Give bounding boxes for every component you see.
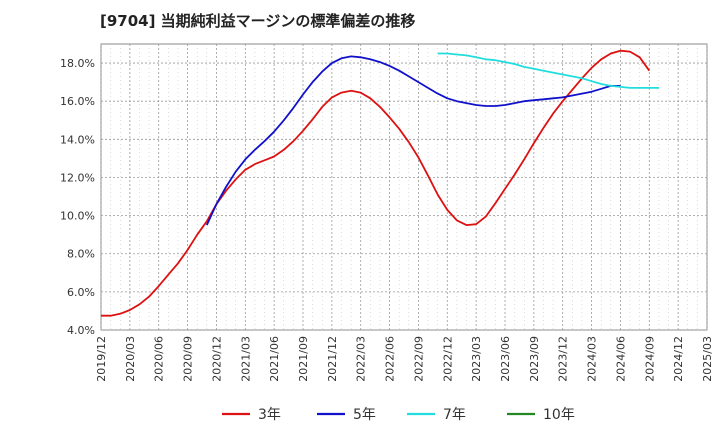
x-tick-label: 2022/09 — [412, 336, 425, 382]
x-tick-label: 2020/12 — [210, 336, 223, 382]
x-tick-label: 2024/12 — [672, 336, 685, 382]
x-tick-label: 2024/06 — [614, 336, 627, 382]
legend-label-3年: 3年 — [258, 407, 281, 423]
y-tick-label: 16.0% — [60, 95, 95, 108]
x-tick-label: 2023/09 — [528, 336, 541, 382]
chart-title: [9704] 当期純利益マージンの標準偏差の推移 — [100, 12, 415, 30]
plot-area — [100, 43, 708, 331]
x-tick-label: 2020/09 — [182, 336, 195, 382]
y-tick-label: 12.0% — [60, 171, 95, 184]
x-tick-label: 2023/06 — [499, 336, 512, 382]
x-tick-label: 2021/09 — [297, 336, 310, 382]
x-tick-label: 2020/03 — [124, 336, 137, 382]
axes: 4.0% 6.0% 8.0% 10.0% 12.0% 14.0% 16.0% 18.0% 201… — [60, 57, 714, 382]
x-tick-label: 2024/03 — [586, 336, 599, 382]
y-tick-label: 10.0% — [60, 210, 95, 223]
x-tick-label: 2019/12 — [95, 336, 108, 382]
y-tick-label: 18.0% — [60, 57, 95, 70]
y-tick-label: 14.0% — [60, 133, 95, 146]
x-tick-label: 2022/03 — [355, 336, 368, 382]
x-tick-label: 2021/06 — [268, 336, 281, 382]
x-tick-label: 2020/06 — [153, 336, 166, 382]
grid — [100, 43, 708, 331]
series-line-5年 — [205, 55, 621, 226]
series-line-3年 — [101, 49, 651, 317]
y-tick-label: 6.0% — [67, 286, 95, 299]
x-tick-label: 2021/12 — [326, 336, 339, 382]
x-tick-label: 2023/03 — [470, 336, 483, 382]
series-line-7年 — [437, 52, 659, 89]
y-tick-label: 8.0% — [67, 248, 95, 261]
x-tick-label: 2025/03 — [701, 336, 714, 382]
x-tick-label: 2022/12 — [441, 336, 454, 382]
legend-label-10年: 10年 — [543, 407, 575, 423]
x-tick-label: 2023/12 — [557, 336, 570, 382]
legend-label-7年: 7年 — [443, 407, 466, 423]
y-tick-label: 4.0% — [67, 324, 95, 337]
legend: 3年 5年 7年 10年 — [222, 407, 575, 423]
x-tick-label: 2021/03 — [239, 336, 252, 382]
x-tick-label: 2022/06 — [384, 336, 397, 382]
legend-label-5年: 5年 — [353, 407, 376, 423]
x-tick-label: 2024/09 — [643, 336, 656, 382]
series-group — [101, 49, 659, 317]
